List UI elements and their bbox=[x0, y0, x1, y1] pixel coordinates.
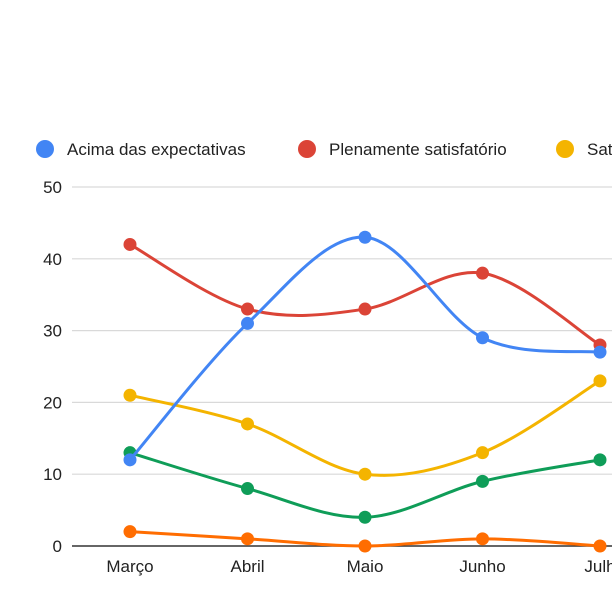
x-tick-label: Julh bbox=[584, 557, 612, 576]
data-point[interactable] bbox=[123, 453, 137, 467]
legend-label: Acima das expectativas bbox=[67, 140, 246, 159]
data-point[interactable] bbox=[241, 482, 254, 496]
series-plenamente-satisfatório bbox=[123, 237, 607, 352]
data-point[interactable] bbox=[358, 302, 372, 316]
data-point[interactable] bbox=[358, 510, 372, 524]
y-tick-label: 40 bbox=[43, 250, 62, 269]
data-point[interactable] bbox=[593, 345, 607, 359]
data-point[interactable] bbox=[241, 532, 254, 546]
series-sat bbox=[123, 374, 607, 481]
series-unnamed bbox=[123, 525, 607, 553]
data-point[interactable] bbox=[123, 388, 137, 402]
series-line bbox=[129, 379, 601, 477]
data-point[interactable] bbox=[123, 237, 137, 251]
legend-item[interactable]: Sat bbox=[556, 140, 612, 159]
series-line bbox=[129, 243, 601, 347]
data-point[interactable] bbox=[593, 453, 607, 467]
y-tick-label: 50 bbox=[43, 178, 62, 197]
legend-marker-icon bbox=[298, 140, 316, 158]
legend-item[interactable]: Acima das expectativas bbox=[36, 140, 246, 159]
data-point[interactable] bbox=[241, 316, 254, 330]
data-point[interactable] bbox=[593, 374, 607, 388]
x-tick-label: Março bbox=[106, 557, 153, 576]
legend-marker-icon bbox=[556, 140, 574, 158]
data-point[interactable] bbox=[123, 525, 137, 539]
series-acima-das-expectativas bbox=[123, 230, 607, 467]
data-point[interactable] bbox=[476, 266, 489, 280]
data-point[interactable] bbox=[593, 539, 607, 553]
legend-label: Sat bbox=[587, 140, 612, 159]
legend-marker-icon bbox=[36, 140, 54, 158]
data-point[interactable] bbox=[476, 532, 489, 546]
x-tick-label: Maio bbox=[347, 557, 384, 576]
y-tick-label: 10 bbox=[43, 465, 62, 484]
legend-item[interactable]: Plenamente satisfatório bbox=[298, 140, 507, 159]
data-point[interactable] bbox=[476, 474, 489, 488]
data-point[interactable] bbox=[476, 331, 489, 345]
y-tick-label: 0 bbox=[53, 537, 62, 556]
series-line bbox=[129, 451, 601, 519]
data-point[interactable] bbox=[358, 230, 372, 244]
data-point[interactable] bbox=[358, 539, 372, 553]
y-tick-label: 30 bbox=[43, 322, 62, 341]
data-point[interactable] bbox=[358, 467, 372, 481]
data-point[interactable] bbox=[241, 417, 254, 431]
data-point[interactable] bbox=[241, 302, 254, 316]
x-tick-label: Abril bbox=[230, 557, 264, 576]
series-unnamed bbox=[123, 446, 607, 524]
legend-label: Plenamente satisfatório bbox=[329, 140, 507, 159]
x-tick-label: Junho bbox=[459, 557, 505, 576]
y-tick-label: 20 bbox=[43, 393, 62, 412]
data-point[interactable] bbox=[476, 446, 489, 460]
